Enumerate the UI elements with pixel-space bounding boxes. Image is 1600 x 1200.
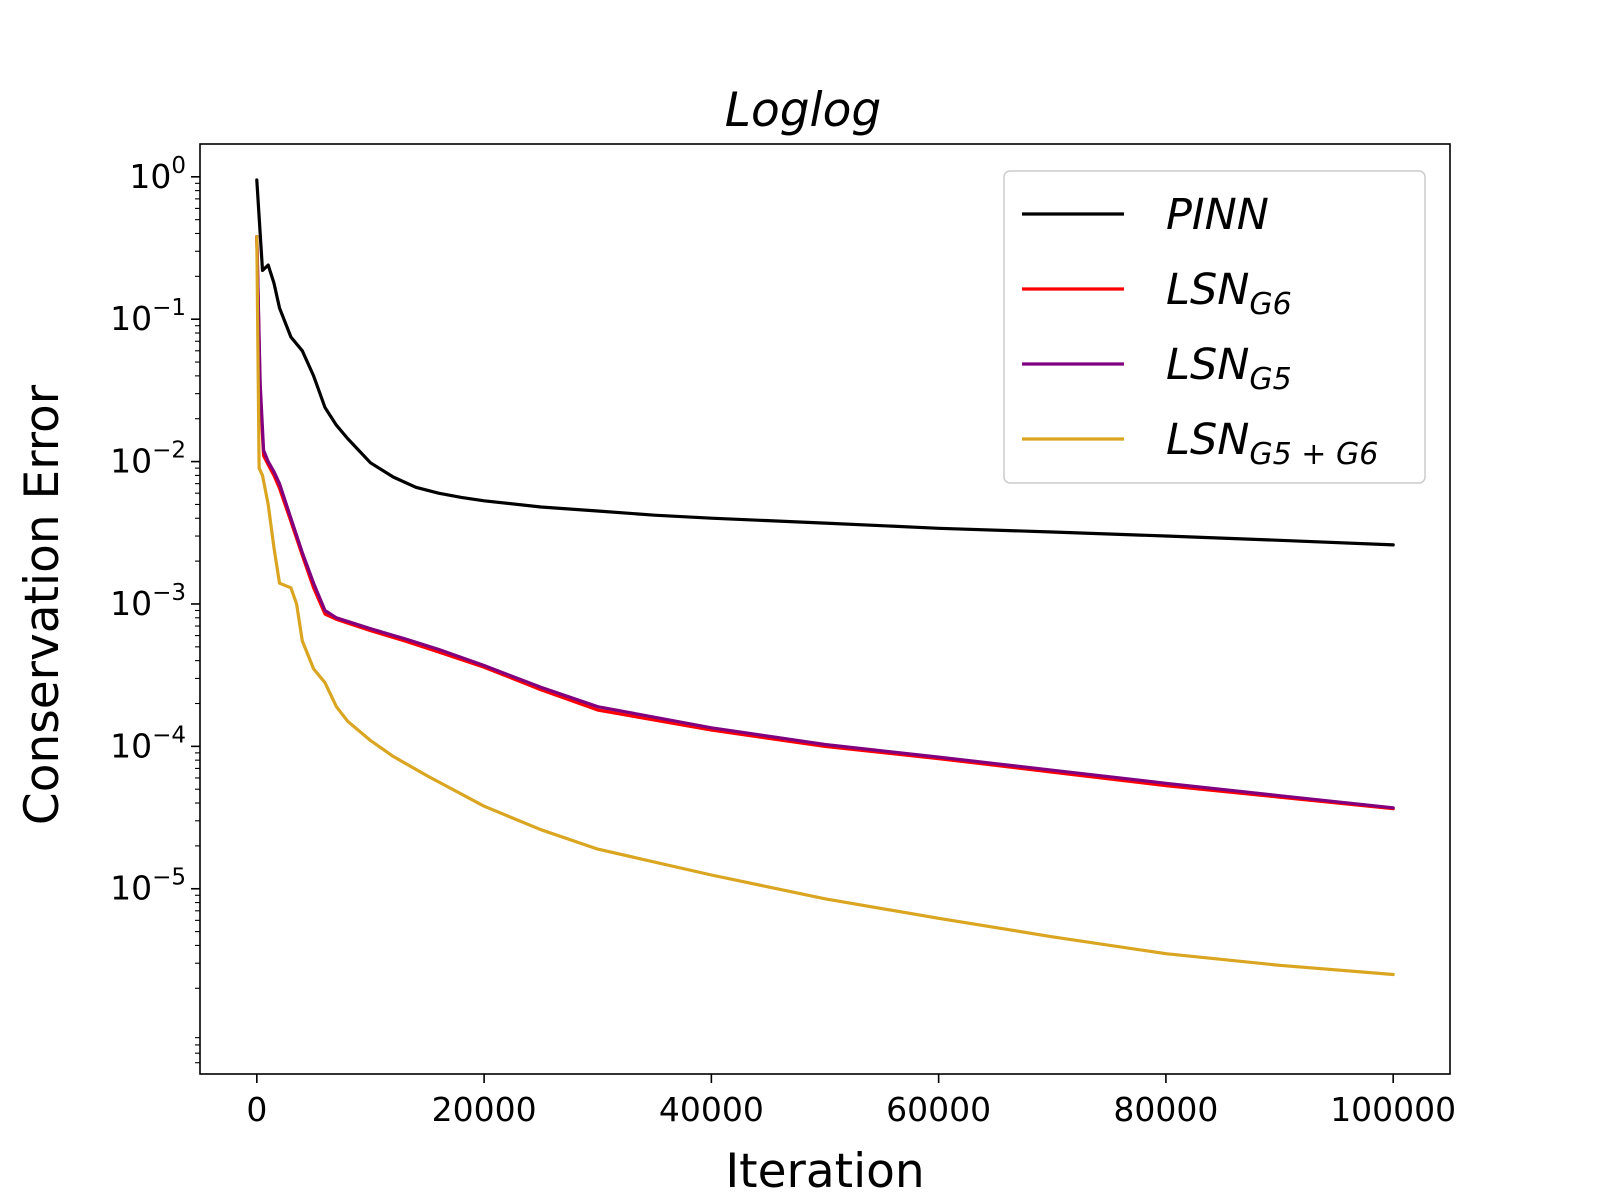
y-tick-label: 10−1 — [110, 295, 186, 338]
x-tick-label: 40000 — [659, 1090, 764, 1129]
x-axis-ticks: 0 20000 40000 60000 80000 100000 — [246, 1074, 1456, 1129]
x-tick-label: 0 — [246, 1090, 267, 1129]
series-line-3 — [255, 235, 1395, 810]
y-tick-label: 10−2 — [110, 438, 186, 481]
chart-title: Loglog — [725, 83, 881, 138]
legend-frame — [1003, 170, 1426, 484]
y-tick-label: 100 — [129, 153, 186, 196]
series-layer — [255, 178, 1395, 977]
legend-label: PINN — [1166, 190, 1269, 240]
legend-label: LSNG5 — [1166, 340, 1292, 397]
y-axis-title: Conservation Error — [15, 384, 70, 825]
y-tick-label: 10−4 — [110, 722, 186, 765]
x-axis-title: Iteration — [725, 1144, 924, 1199]
x-tick-label: 100000 — [1330, 1090, 1456, 1129]
legend-label: LSNG6 — [1166, 265, 1292, 322]
series-line-1 — [255, 178, 1395, 547]
legend-label: LSNG5 + G6 — [1166, 415, 1378, 472]
legend: PINN LSNG6 LSNG5 LSNG5 + G6 — [1003, 170, 1426, 484]
x-tick-label: 20000 — [432, 1090, 537, 1129]
y-tick-label: 10−5 — [110, 865, 186, 908]
x-tick-label: 60000 — [886, 1090, 991, 1129]
y-tick-label: 10−3 — [110, 580, 186, 623]
plot-area-frame — [199, 143, 1451, 1075]
y-axis-ticks: 100 10−1 10−2 10−3 10−4 10−5 — [110, 153, 200, 1064]
x-tick-label: 80000 — [1113, 1090, 1218, 1129]
series-line-4 — [255, 235, 1395, 977]
